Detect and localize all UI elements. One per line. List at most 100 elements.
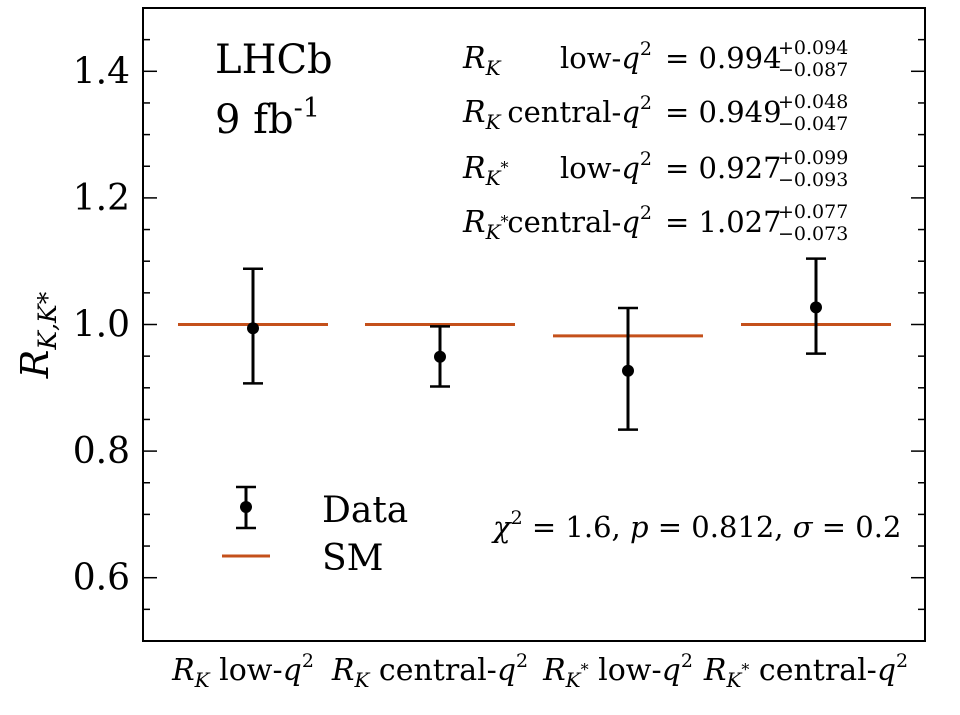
- stats-chi-val: = 1.6,: [523, 510, 630, 544]
- x-tick-q: q: [497, 653, 516, 688]
- y-tick-label: 0.6: [73, 558, 130, 599]
- result-region: low-q2: [560, 38, 652, 75]
- result-symbol: RK: [462, 41, 502, 80]
- result-region: central-q2: [507, 92, 652, 129]
- stats-sigma: σ: [793, 510, 814, 544]
- result-eq: =: [665, 95, 699, 129]
- text-layer: 0.60.81.01.21.4RK,K*RK low-q2 RK central-…: [13, 37, 908, 692]
- result-err-plus: +0.048: [778, 91, 848, 113]
- result-sub: K: [485, 110, 502, 134]
- stats-sigma-val: = 0.2: [813, 510, 902, 544]
- y-axis-label-main: R: [13, 350, 57, 380]
- result-eq: =: [665, 205, 699, 239]
- legend-sm-label: SM: [322, 538, 384, 579]
- luminosity-label: 9 fb-1: [215, 93, 320, 143]
- result-sub: K: [485, 166, 502, 190]
- y-tick-label: 1.4: [73, 51, 130, 92]
- result-val: 1.027: [699, 205, 782, 239]
- result-value: = 1.027: [665, 205, 782, 239]
- data-point: [247, 322, 259, 335]
- result-sym: R: [462, 151, 486, 186]
- legend-data-marker: [240, 501, 252, 513]
- x-tick-label: RK* low-q2: [542, 650, 693, 692]
- x-tick-exp: 2: [896, 650, 908, 672]
- result-star: *: [501, 212, 509, 231]
- x-tick-label: RK low-q2: [171, 650, 314, 692]
- x-tick-main: R: [171, 653, 195, 688]
- result-value: = 0.927: [665, 151, 782, 185]
- result-val: 0.927: [699, 151, 782, 185]
- result-err-minus: −0.073: [778, 223, 848, 245]
- result-q: q: [621, 95, 640, 129]
- result-region-text: low-: [560, 41, 621, 75]
- x-tick-main: R: [331, 653, 355, 688]
- x-tick-label: RK central-q2: [331, 650, 528, 692]
- result-sym: R: [462, 205, 486, 240]
- stats-chi: χ: [491, 510, 512, 544]
- luminosity-exp: -1: [294, 93, 320, 124]
- result-err-minus: −0.087: [778, 59, 848, 81]
- x-tick-q: q: [877, 653, 896, 688]
- ticks-layer: [143, 7, 925, 642]
- result-q-exp: 2: [640, 202, 652, 224]
- result-symbol: RK*: [462, 151, 509, 190]
- result-err-plus: +0.094: [778, 37, 848, 59]
- result-region-text: central-: [507, 205, 621, 239]
- result-sub: K: [485, 220, 502, 244]
- legend-data-label: Data: [322, 490, 408, 531]
- result-q-exp: 2: [640, 38, 652, 60]
- result-region-text: central-: [507, 95, 621, 129]
- x-tick-star: *: [581, 660, 589, 679]
- result-q: q: [621, 151, 640, 185]
- result-value: = 0.994: [665, 41, 782, 75]
- x-tick-label: RK* central-q2: [703, 650, 908, 692]
- result-value: = 0.949: [665, 95, 782, 129]
- x-tick-exp: 2: [302, 650, 314, 672]
- x-tick-exp: 2: [681, 650, 693, 672]
- x-tick-star: *: [741, 660, 749, 679]
- y-axis-label: RK,K*: [13, 291, 62, 379]
- y-tick-label: 1.0: [73, 305, 130, 346]
- result-sub: K: [485, 56, 502, 80]
- data-point: [434, 350, 446, 363]
- series-layer: [178, 257, 891, 558]
- stats-chi-exp: 2: [511, 507, 523, 529]
- result-err-plus: +0.099: [778, 147, 848, 169]
- y-tick-label: 0.8: [73, 431, 130, 472]
- x-tick-region: central-: [369, 653, 496, 688]
- result-sym: R: [462, 95, 486, 130]
- result-q-exp: 2: [640, 92, 652, 114]
- x-tick-region: low-: [210, 653, 283, 688]
- result-eq: =: [665, 151, 699, 185]
- result-q: q: [621, 205, 640, 239]
- result-val: 0.994: [699, 41, 782, 75]
- result-sym: R: [462, 41, 486, 76]
- result-region: low-q2: [560, 148, 652, 185]
- x-tick-exp: 2: [516, 650, 528, 672]
- luminosity-value: 9 fb: [215, 97, 294, 143]
- x-tick-q: q: [283, 653, 302, 688]
- x-tick-sub: K: [353, 668, 370, 692]
- stats-text: χ2 = 1.6, p = 0.812, σ = 0.2: [491, 507, 901, 544]
- result-region: central-q2: [507, 202, 652, 239]
- data-point: [622, 364, 634, 377]
- result-star: *: [501, 158, 509, 177]
- x-tick-q: q: [662, 653, 681, 688]
- x-tick-main: R: [542, 653, 566, 688]
- result-q: q: [621, 41, 640, 75]
- y-tick-label: 1.2: [73, 178, 130, 219]
- result-err-minus: −0.093: [778, 169, 848, 191]
- result-symbol: RK*: [462, 205, 509, 244]
- result-err-minus: −0.047: [778, 113, 848, 135]
- x-tick-sub: K: [194, 668, 211, 692]
- x-tick-region: central-: [749, 653, 876, 688]
- data-point: [810, 301, 822, 314]
- result-err-plus: +0.077: [778, 201, 848, 223]
- stats-p-val: = 0.812,: [649, 510, 793, 544]
- y-axis-label-sub: K,K*: [33, 291, 62, 350]
- experiment-label: LHCb: [215, 37, 333, 83]
- x-tick-sub: K: [565, 668, 582, 692]
- result-symbol: RK: [462, 95, 502, 134]
